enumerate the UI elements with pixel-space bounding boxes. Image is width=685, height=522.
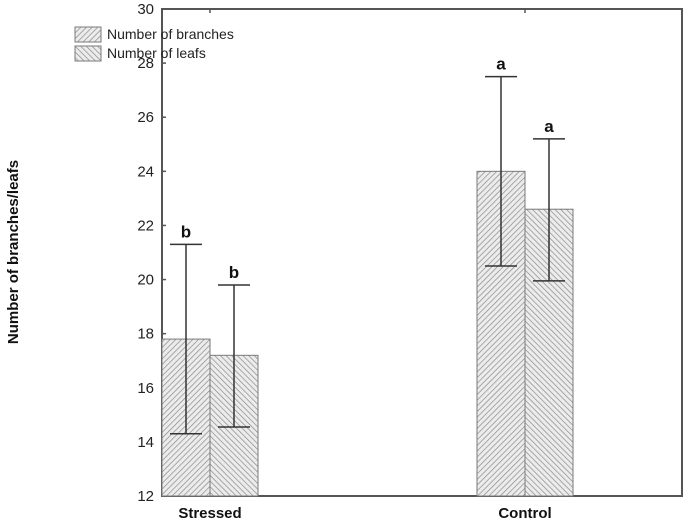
plot-border <box>161 8 683 497</box>
y-axis: 12 14 16 18 20 22 24 26 28 30 <box>137 1 166 505</box>
significance-letter: b <box>229 263 239 282</box>
legend-swatch <box>74 45 102 62</box>
error-bars <box>170 75 565 435</box>
y-tick-label: 12 <box>137 488 154 505</box>
y-tick-label: 30 <box>137 1 154 18</box>
x-category-label: Stressed <box>178 505 241 522</box>
y-tick-label: 18 <box>137 326 154 343</box>
legend-label: Number of branches <box>107 26 234 42</box>
significance-letter: a <box>496 55 506 74</box>
y-axis-title: Number of branches/leafs <box>5 160 22 344</box>
y-tick-label: 26 <box>137 109 154 126</box>
bars <box>161 170 574 497</box>
y-tick-label: 28 <box>137 55 154 72</box>
significance-letter: b <box>181 222 191 241</box>
x-category-label: Control <box>498 505 551 522</box>
significance-letter: a <box>544 117 554 136</box>
legend-label: Number of leafs <box>107 45 206 61</box>
x-axis: Stressed Control <box>178 9 552 522</box>
y-tick-label: 24 <box>137 163 154 180</box>
legend: Number of branches Number of leafs <box>74 26 234 62</box>
plot-frame <box>161 8 683 497</box>
y-tick-label: 14 <box>137 434 154 451</box>
y-tick-label: 16 <box>137 380 154 397</box>
y-tick-label: 20 <box>137 272 154 289</box>
significance-labels: b b a a <box>181 55 554 282</box>
y-tick-label: 22 <box>137 217 154 234</box>
legend-swatch <box>74 26 102 43</box>
